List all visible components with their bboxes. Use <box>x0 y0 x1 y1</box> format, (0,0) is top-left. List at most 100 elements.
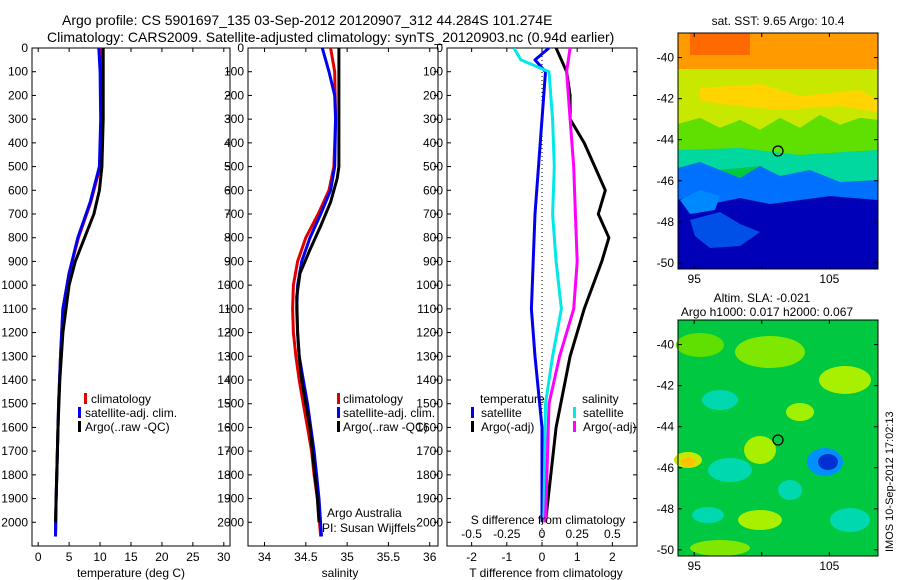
xtick-label: 10 <box>93 550 107 564</box>
ytick-label: 700 <box>423 207 443 221</box>
difference-yticks: 0 100 200 300 400 500 600 700 800 900 1000 1100 1200… <box>416 41 637 529</box>
ytick-label: 900 <box>224 254 244 268</box>
legend-swatch-argo <box>78 421 81 432</box>
ytick-label: 2000 <box>1 515 28 529</box>
legend-satellite-adj: satellite-adj. clim. <box>343 406 435 420</box>
ytick-label: 500 <box>8 160 28 174</box>
ytick-label: 600 <box>224 183 244 197</box>
legend-t-satellite: satellite <box>481 406 522 420</box>
map-ytick-label: -40 <box>657 51 675 65</box>
map-xtick-label: 95 <box>688 272 702 286</box>
ytick-label: 1300 <box>217 349 244 363</box>
ytick-label: 1000 <box>416 278 443 292</box>
legend-s-argo: Argo(-adj) <box>583 420 636 434</box>
salinity-tick-label: 0.5 <box>604 527 621 541</box>
ytick-label: 1100 <box>417 302 443 316</box>
series-line-argo-raw-qc- <box>54 48 105 523</box>
temperature-legend: climatology satellite-adj. clim. Argo(..… <box>78 392 177 434</box>
series-line-argo-adj- <box>544 48 579 523</box>
ytick-label: 1300 <box>1 349 28 363</box>
temperature-axes <box>31 47 231 547</box>
legend-swatch-climatology <box>337 393 340 404</box>
legend-swatch-satellite-adj <box>337 407 340 418</box>
ytick-label: 1400 <box>416 373 443 387</box>
ytick-label: 1400 <box>1 373 28 387</box>
salinity-axes <box>247 47 439 547</box>
map-ytick-label: -48 <box>657 215 675 229</box>
sla-argo-marker <box>772 434 784 446</box>
ytick-label: 1400 <box>217 373 244 387</box>
temperature-panel: 0100200300400500600700800900100011001200… <box>1 41 231 580</box>
ytick-label: 800 <box>8 231 28 245</box>
map-ytick-label: -50 <box>657 256 675 270</box>
legend-swatch-argo <box>337 421 340 432</box>
ytick-label: 1700 <box>1 444 28 458</box>
xtick-label: 2 <box>609 550 616 564</box>
legend-swatch-s-argo <box>573 421 576 432</box>
legend-header-temperature: temperature <box>480 392 545 406</box>
xtick-label: 36 <box>423 550 437 564</box>
sst-map-yticks: -40 -42 -44 -46 -48 -50 <box>657 51 878 270</box>
salinity-tick-label: -0.25 <box>493 527 521 541</box>
xtick-label: 20 <box>155 550 169 564</box>
ytick-label: 2000 <box>217 515 244 529</box>
salinity-diff-label: S difference from climatology <box>471 513 626 527</box>
ytick-label: 800 <box>224 231 244 245</box>
sla-map-subtitle: Argo h1000: 0.017 h2000: 0.067 <box>681 305 853 319</box>
ytick-label: 400 <box>224 136 244 150</box>
difference-xlabel: T difference from climatology <box>469 566 623 580</box>
xtick-label: -1 <box>501 550 512 564</box>
map-ytick-label: -44 <box>657 420 675 434</box>
ytick-label: 1000 <box>1 278 28 292</box>
xtick-label: 35 <box>340 550 354 564</box>
ytick-label: 1800 <box>1 468 28 482</box>
legend-swatch-climatology <box>84 393 87 404</box>
xtick-label: 0 <box>539 550 546 564</box>
ytick-label: 1200 <box>1 326 28 340</box>
difference-legend: temperature salinity satellite Argo(-adj… <box>471 392 636 434</box>
xtick-label: 34 <box>258 550 272 564</box>
ytick-label: 1200 <box>217 326 244 340</box>
sst-map-frame <box>677 32 879 270</box>
ytick-label: 200 <box>8 88 28 102</box>
xtick-label: 25 <box>186 550 200 564</box>
ytick-label: 1600 <box>217 420 244 434</box>
ytick-label: 200 <box>224 88 244 102</box>
temperature-xlabel: temperature (deg C) <box>77 566 185 580</box>
ytick-label: 100 <box>423 65 443 79</box>
institution-label: Argo Australia <box>327 506 402 520</box>
sla-map-title: Altim. SLA: -0.021 <box>714 291 811 305</box>
sst-map-panel: sat. SST: 9.65 Argo: 10.4 -40-42-44-46-4… <box>657 14 879 286</box>
ytick-label: 1700 <box>217 444 244 458</box>
ytick-label: 900 <box>8 254 28 268</box>
ytick-label: 100 <box>224 65 244 79</box>
ytick-label: 1500 <box>217 397 244 411</box>
salinity-tick-label: -0.5 <box>461 527 482 541</box>
series-line-satellite <box>512 48 563 523</box>
ytick-label: 1800 <box>217 468 244 482</box>
ytick-label: 400 <box>423 136 443 150</box>
title-line1: Argo profile: CS 5901697_135 03-Sep-2012… <box>62 12 552 28</box>
ytick-label: 600 <box>8 183 28 197</box>
ytick-label: 1500 <box>416 397 443 411</box>
ytick-label: 500 <box>423 160 443 174</box>
map-xtick-label: 95 <box>688 559 702 573</box>
legend-t-argo: Argo(-adj) <box>481 420 534 434</box>
xtick-label: 30 <box>217 550 231 564</box>
ytick-label: 800 <box>423 231 443 245</box>
legend-swatch-t-argo <box>471 421 474 432</box>
xtick-label: 15 <box>124 550 138 564</box>
legend-swatch-t-satellite <box>471 407 474 418</box>
xtick-label: 5 <box>66 550 73 564</box>
pi-label: PI: Susan Wijffels <box>322 521 416 535</box>
ytick-label: 0 <box>436 41 443 55</box>
xtick-label: 0 <box>35 550 42 564</box>
ytick-label: 1600 <box>1 420 28 434</box>
legend-swatch-satellite-adj <box>78 407 81 418</box>
ytick-label: 700 <box>224 207 244 221</box>
ytick-label: 300 <box>8 112 28 126</box>
salinity-xticks: 34 34.5 35 35.5 36 <box>258 48 437 564</box>
xtick-label: 35.5 <box>377 550 401 564</box>
legend-satellite-adj: satellite-adj. clim. <box>85 406 177 420</box>
